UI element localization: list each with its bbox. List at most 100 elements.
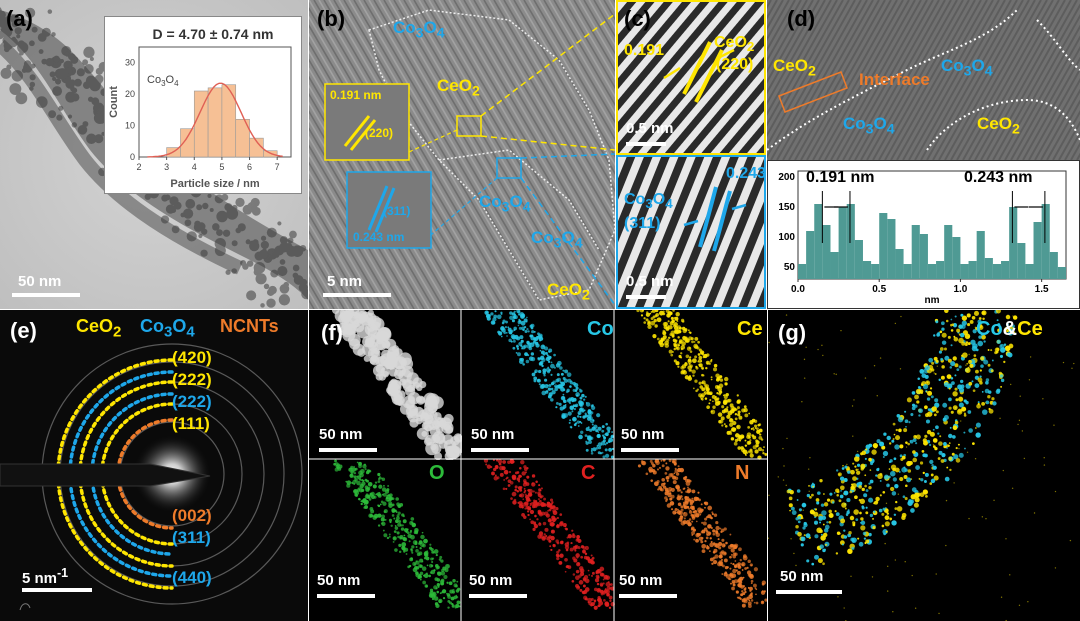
map-pixel xyxy=(418,540,423,545)
overlay-noise xyxy=(885,531,888,533)
map-pixel xyxy=(499,465,504,471)
map-pixel xyxy=(549,545,552,548)
overlay-pixel xyxy=(979,369,982,372)
map-pixel xyxy=(415,560,418,563)
overlay-noise xyxy=(822,354,824,357)
overlay-pixel xyxy=(941,365,945,369)
overlay-noise xyxy=(1042,398,1044,400)
overlay-pixel xyxy=(844,465,848,469)
map-pixel xyxy=(435,554,438,557)
overlay-pixel xyxy=(980,364,984,368)
map-pixel xyxy=(521,504,525,508)
map-pixel xyxy=(738,596,741,600)
overlay-pixel xyxy=(924,405,928,410)
map-pixel xyxy=(510,334,516,339)
overlay-pixel xyxy=(893,457,897,461)
overlay-pixel xyxy=(1003,360,1006,364)
overlay-pixel xyxy=(823,548,826,551)
overlay-noise xyxy=(906,479,908,482)
overlay-pixel xyxy=(811,482,814,485)
map-pixel xyxy=(447,599,451,603)
map-pixel xyxy=(749,448,753,452)
overlay-noise xyxy=(1069,539,1072,542)
map-pixel xyxy=(440,570,446,576)
map-pixel xyxy=(743,405,747,409)
overlay-pixel xyxy=(953,335,956,338)
map-pixel xyxy=(664,340,669,346)
overlay-noise xyxy=(777,476,779,478)
overlay-pixel xyxy=(856,454,860,458)
map-pixel xyxy=(365,312,377,325)
overlay-noise xyxy=(968,353,970,356)
map-pixel xyxy=(401,513,405,517)
scale-bar-c-top xyxy=(626,142,666,146)
overlay-pixel xyxy=(803,534,806,537)
overlay-pixel xyxy=(869,513,874,518)
map-pixel xyxy=(591,571,595,575)
map-pixel xyxy=(362,336,374,348)
overlay-noise xyxy=(864,377,867,379)
map-pixel xyxy=(693,341,696,343)
overlay-pixel xyxy=(924,365,930,371)
overlay-noise xyxy=(887,565,889,568)
profile-bar xyxy=(806,231,815,279)
map-pixel xyxy=(756,429,761,434)
overlay-pixel xyxy=(934,402,940,408)
map-pixel xyxy=(381,514,386,519)
map-pixel xyxy=(357,310,367,321)
map-pixel xyxy=(750,582,753,585)
map-pixel xyxy=(585,441,589,445)
map-pixel xyxy=(518,341,523,347)
overlay-pixel xyxy=(915,465,920,470)
b-d2-text: 0.243 nm xyxy=(353,230,405,244)
map-pixel xyxy=(591,404,594,407)
map-pixel xyxy=(714,554,719,559)
overlay-pixel xyxy=(913,502,919,508)
map-pixel xyxy=(411,522,417,528)
overlay-pixel xyxy=(939,347,944,351)
overlay-pixel xyxy=(894,483,899,489)
overlay-pixel xyxy=(939,435,942,438)
map-pixel xyxy=(746,432,752,437)
map-pixel xyxy=(685,338,690,343)
map-pixel xyxy=(676,320,679,323)
overlay-pixel xyxy=(929,387,933,390)
overlay-pixel xyxy=(852,462,855,465)
overlay-noise xyxy=(993,499,995,502)
map-pixel xyxy=(428,574,431,578)
map-pixel xyxy=(710,540,713,544)
overlay-pixel xyxy=(926,397,931,401)
overlay-pixel xyxy=(806,559,810,563)
map-pixel xyxy=(524,489,527,492)
map-pixel xyxy=(523,344,528,348)
overlay-pixel xyxy=(856,463,861,467)
overlay-noise xyxy=(803,358,806,361)
map-pixel xyxy=(588,440,592,445)
map-pixel xyxy=(734,417,738,421)
map-pixel xyxy=(539,500,542,503)
map-ce-label: Ce xyxy=(737,318,763,340)
map-pixel xyxy=(541,390,547,396)
map-pixel xyxy=(673,342,677,347)
map-pixel xyxy=(525,471,527,474)
map-pixel xyxy=(679,495,683,498)
map-pixel xyxy=(575,553,580,558)
map-pixel xyxy=(354,467,358,471)
overlay-pixel xyxy=(947,358,952,363)
map-pixel xyxy=(737,565,742,569)
map-pixel xyxy=(403,534,406,537)
overlay-pixel xyxy=(893,513,897,516)
map-pixel xyxy=(601,425,605,429)
overlay-pixel xyxy=(847,548,853,555)
overlay-noise xyxy=(938,612,940,615)
overlay-pixel xyxy=(937,331,941,335)
overlay-noise xyxy=(1062,361,1065,364)
map-pixel xyxy=(558,522,564,527)
map-pixel xyxy=(390,524,393,527)
overlay-pixel xyxy=(919,461,924,465)
e-scale-text: 5 nm-1 xyxy=(22,566,69,587)
overlay-noise xyxy=(840,329,842,332)
overlay-pixel xyxy=(905,425,907,428)
overlay-pixel xyxy=(854,465,857,468)
overlay-pixel xyxy=(943,414,949,421)
